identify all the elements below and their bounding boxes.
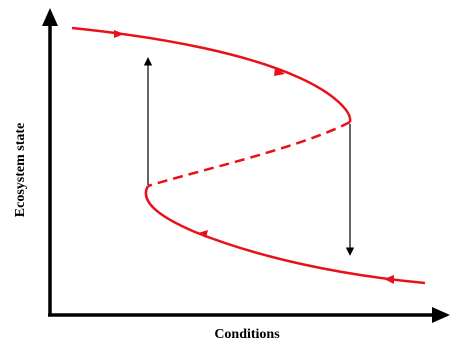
unstable-branch	[147, 120, 351, 188]
upper-branch-direction-arrow-2	[274, 67, 285, 76]
x-axis-label: Conditions	[214, 327, 280, 342]
y-axis-arrowhead	[42, 8, 58, 26]
lower-branch-direction-arrow-1	[198, 230, 208, 238]
upper-branch-direction-arrow-1	[114, 30, 124, 38]
upper-stable-branch	[71, 26, 352, 123]
y-axis-label: Ecosystem state	[13, 123, 28, 217]
lower-stable-branch	[144, 185, 426, 285]
x-axis-arrowhead	[432, 307, 450, 323]
lower-branch-direction-arrow-2	[384, 275, 394, 284]
